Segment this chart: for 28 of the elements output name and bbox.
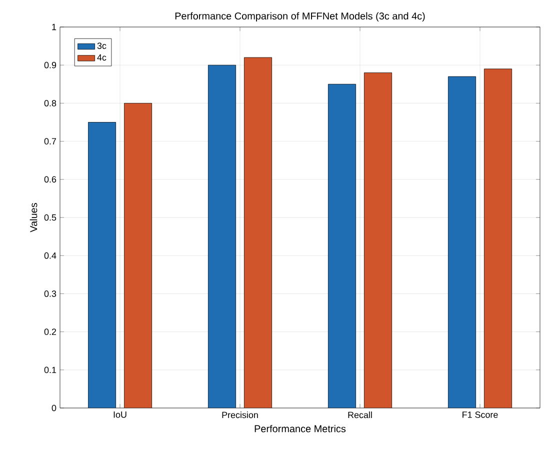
y-tick-label: 0.6 (44, 176, 56, 183)
bar (244, 57, 272, 408)
bar (328, 84, 356, 408)
x-tick-label: F1 Score (462, 412, 498, 418)
x-axis-title: Performance Metrics (254, 424, 346, 432)
y-tick-label: 1 (52, 24, 56, 30)
y-tick-label: 0.2 (44, 328, 56, 335)
x-tick-label: IoU (114, 412, 126, 418)
bar (448, 76, 476, 408)
y-tick-label: 0.7 (44, 138, 56, 144)
y-tick-label: 0.1 (44, 366, 56, 374)
y-tick-label: 0.9 (44, 62, 56, 68)
x-tick-label: Recall (348, 412, 372, 418)
legend-label: 4c (97, 54, 106, 61)
bar (124, 102, 152, 408)
legend-label: 3c (97, 42, 106, 49)
chart-title: Performance Comparison of MFFNet Models (3c and 4c) (175, 12, 425, 22)
y-tick-label: 0 (52, 404, 56, 412)
y-tick-label: 0.5 (44, 214, 56, 221)
bar (88, 122, 116, 408)
y-tick-label: 0.3 (44, 290, 56, 297)
y-tick-label: 0.4 (44, 252, 56, 259)
y-tick-label: 0.8 (44, 100, 56, 106)
x-tick-label: Precision (222, 412, 258, 418)
y-axis-title: Values (30, 202, 38, 232)
bar (364, 72, 392, 408)
bar (484, 68, 512, 408)
bar (208, 64, 236, 408)
